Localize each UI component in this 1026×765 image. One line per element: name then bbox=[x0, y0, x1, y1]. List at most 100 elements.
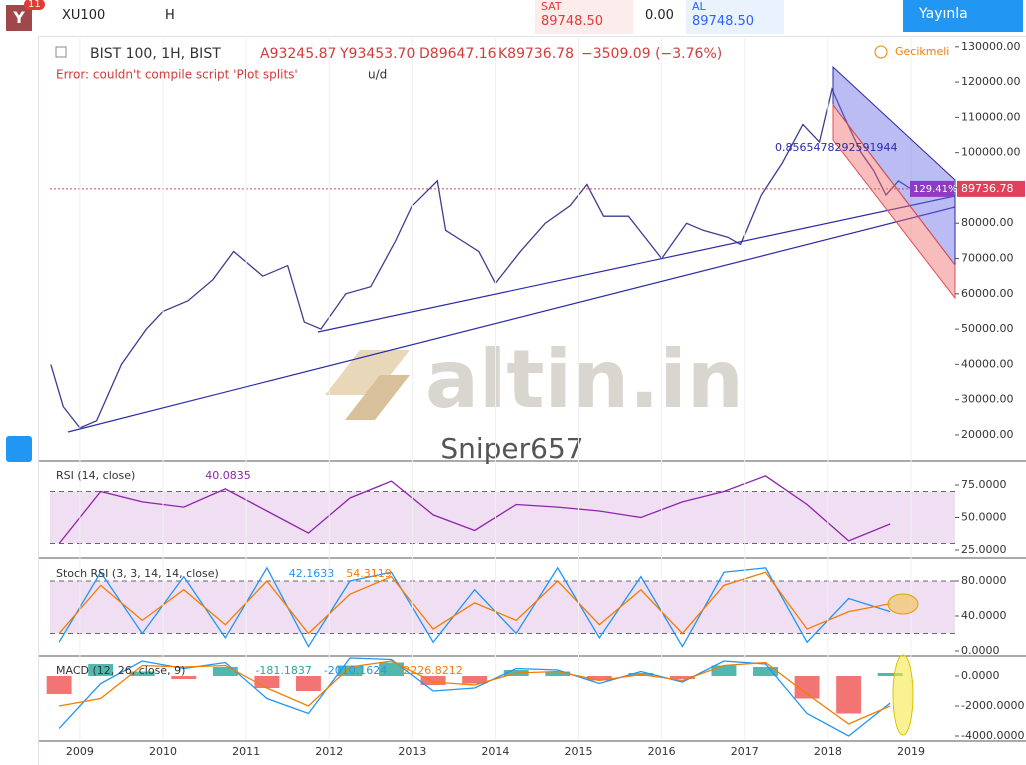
publish-button[interactable] bbox=[903, 0, 1023, 32]
series-line bbox=[59, 660, 891, 725]
watermark-text: altin.in bbox=[425, 333, 744, 426]
y-tick-label: 30000.00 bbox=[961, 393, 1014, 406]
sell-label: SAT bbox=[541, 0, 562, 13]
y-tick-label: 100000.00 bbox=[961, 146, 1021, 159]
y-tick-label: 110000.00 bbox=[961, 110, 1021, 123]
y-tick-label: 130000.00 bbox=[961, 40, 1021, 53]
highlight bbox=[892, 654, 914, 736]
x-tick-label: 2010 bbox=[149, 745, 177, 758]
histogram-bar bbox=[171, 676, 197, 680]
channel-lower bbox=[832, 103, 956, 300]
symbol[interactable]: XU100 bbox=[62, 8, 106, 23]
buy-box[interactable] bbox=[686, 0, 784, 34]
ohlc-low: D89647.16 bbox=[419, 46, 497, 62]
x-tick-label: 2014 bbox=[481, 745, 509, 758]
buy-label: AL bbox=[692, 0, 706, 13]
series-line bbox=[58, 571, 891, 635]
header: BIST 100, 1H, BIST A93245.87 Y93453.70 D… bbox=[55, 45, 949, 82]
spread: 0.00 bbox=[645, 8, 674, 23]
delayed: Gecikmeli bbox=[895, 45, 949, 58]
interval[interactable]: H bbox=[165, 8, 175, 23]
indicator-value: 42.1633 bbox=[289, 567, 335, 580]
indicator-value: 54.3119 bbox=[346, 567, 392, 580]
histogram-bar bbox=[420, 676, 446, 686]
instrument: BIST 100, 1H, BIST bbox=[90, 46, 221, 62]
delay-icon bbox=[874, 45, 888, 59]
x-tick-label: 2018 bbox=[814, 745, 842, 758]
collapse-icon[interactable] bbox=[55, 46, 67, 58]
y-tick-label: 75.0000 bbox=[961, 478, 1007, 491]
histogram-bar bbox=[462, 676, 488, 684]
indicator-value: 40.0835 bbox=[205, 469, 251, 482]
histogram-bar bbox=[669, 676, 695, 680]
y-tick-label: 60000.00 bbox=[961, 287, 1014, 300]
indicator-value: -2226.8212 bbox=[399, 664, 462, 677]
fib-label: 0.8565478292591944 bbox=[775, 141, 897, 154]
series-line bbox=[50, 87, 912, 429]
histogram-bar bbox=[545, 671, 571, 677]
y-tick-label: 20000.00 bbox=[961, 428, 1014, 441]
series-line bbox=[58, 475, 891, 544]
histogram-bar bbox=[212, 667, 238, 677]
sell-price: 89748.50 bbox=[541, 14, 604, 29]
x-tick-label: 2016 bbox=[648, 745, 676, 758]
ohlc-change: −3509.09 (−3.76%) bbox=[581, 46, 722, 62]
histogram-bar bbox=[379, 662, 405, 677]
price-tag bbox=[957, 180, 1025, 197]
indicator-value: -2010.1624 bbox=[324, 664, 387, 677]
histogram-bar bbox=[88, 664, 114, 677]
trend-line bbox=[67, 206, 956, 433]
indicator-value: -181.1837 bbox=[255, 664, 311, 677]
ohlc-open: A93245.87 bbox=[260, 46, 336, 62]
pct-label: 129.41% bbox=[913, 184, 958, 195]
x-tick-label: 2009 bbox=[66, 745, 94, 758]
magnet-tool[interactable] bbox=[6, 436, 32, 462]
pct-tag bbox=[910, 180, 954, 197]
histogram-bar bbox=[711, 665, 737, 677]
y-tick-label: -4000.0000 bbox=[961, 729, 1024, 742]
y-tick-label: 80000.00 bbox=[961, 216, 1014, 229]
x-tick-label: 2017 bbox=[731, 745, 759, 758]
y-tick-label: 50000.00 bbox=[961, 322, 1014, 335]
publish-label: Yayınla bbox=[919, 6, 968, 22]
y-tick-label: 40.0000 bbox=[961, 609, 1007, 622]
y-tick-label: 50.0000 bbox=[961, 510, 1007, 523]
y-tick-label: 0.0000 bbox=[961, 644, 1000, 657]
x-tick-label: 2012 bbox=[315, 745, 343, 758]
y-tick-label: -2000.0000 bbox=[961, 699, 1024, 712]
trend-line bbox=[317, 195, 956, 333]
histogram-bar bbox=[836, 676, 862, 714]
author: Sniper657 bbox=[440, 432, 583, 465]
error-message: Error: couldn't compile script 'Plot spl… bbox=[56, 68, 298, 82]
histogram-bar bbox=[753, 667, 778, 677]
ohlc-high: Y93453.70 bbox=[339, 46, 415, 62]
histogram-bar bbox=[337, 665, 363, 677]
ohlc-close: K89736.78 bbox=[498, 46, 574, 62]
histogram-bar bbox=[586, 676, 612, 681]
badge: 11 bbox=[24, 0, 45, 10]
top-toolbar: Y 11 XU100 H SAT 89748.50 0.00 AL 89748.… bbox=[0, 0, 1026, 37]
band bbox=[50, 580, 955, 634]
indicator-title: MACD (12, 26, close, 9) bbox=[56, 664, 185, 677]
ud: u/d bbox=[368, 68, 387, 82]
highlight bbox=[887, 593, 919, 615]
y-tick-label: 70000.00 bbox=[961, 252, 1014, 265]
watermark: altin.in Sniper657 bbox=[325, 333, 744, 465]
y-tick-label: 25.0000 bbox=[961, 543, 1007, 556]
histogram-bar bbox=[46, 676, 72, 695]
y-tick-label: 40000.00 bbox=[961, 357, 1014, 370]
histogram-bar bbox=[794, 676, 820, 699]
buy-price: 89748.50 bbox=[692, 14, 755, 29]
left-toolbar bbox=[0, 36, 39, 765]
histogram-bar bbox=[877, 673, 903, 677]
x-tick-label: 2015 bbox=[565, 745, 593, 758]
band bbox=[50, 491, 955, 544]
histogram-bar bbox=[295, 676, 321, 692]
x-tick-label: 2011 bbox=[232, 745, 260, 758]
y-tick-label: 80.0000 bbox=[961, 574, 1007, 587]
series-line bbox=[58, 566, 891, 648]
sell-box[interactable] bbox=[535, 0, 633, 34]
